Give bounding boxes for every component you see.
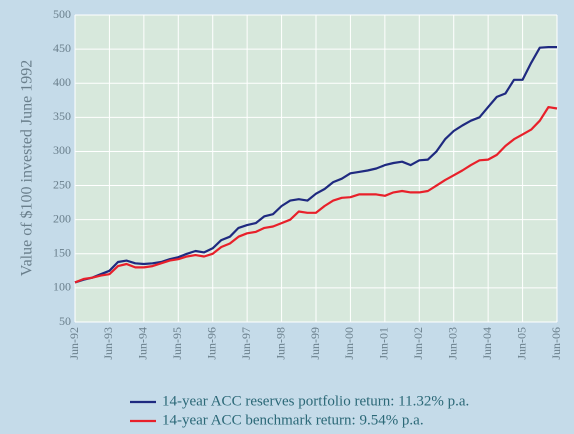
x-tick-label: Jun-00 xyxy=(342,327,356,360)
y-tick-label: 250 xyxy=(53,177,71,191)
x-tick-label: Jun-06 xyxy=(549,327,563,360)
y-tick-label: 500 xyxy=(53,7,71,21)
x-tick-label: Jun-96 xyxy=(204,327,218,360)
legend-label: 14-year ACC benchmark return: 9.54% p.a. xyxy=(162,412,424,428)
y-tick-label: 300 xyxy=(53,143,71,157)
x-tick-label: Jun-92 xyxy=(67,327,81,360)
x-tick-label: Jun-98 xyxy=(273,327,287,360)
x-tick-label: Jun-93 xyxy=(101,327,115,360)
line-series xyxy=(74,46,557,284)
y-tick-label: 350 xyxy=(53,109,71,123)
y-tick-label: 50 xyxy=(59,314,71,328)
x-tick-label: Jun-02 xyxy=(411,327,425,360)
y-tick-label: 100 xyxy=(53,280,71,294)
y-tick-label: 400 xyxy=(53,75,71,89)
y-tick-label: 450 xyxy=(53,41,71,55)
y-tick-label: 200 xyxy=(53,211,71,225)
x-tick-label: Jun-05 xyxy=(514,327,528,360)
y-tick-label: 150 xyxy=(53,246,71,260)
x-tick-label: Jun-04 xyxy=(480,327,494,360)
x-tick-label: Jun-01 xyxy=(377,327,391,360)
x-tick-label: Jun-97 xyxy=(239,327,253,360)
x-tick-label: Jun-94 xyxy=(136,327,150,360)
legend-label: 14-year ACC reserves portfolio return: 1… xyxy=(162,393,469,409)
y-axis-label: Value of $100 invested June 1992 xyxy=(19,60,36,276)
x-tick-label: Jun-03 xyxy=(445,327,459,360)
x-tick-label: Jun-99 xyxy=(308,327,322,360)
line-series xyxy=(74,106,558,284)
x-tick-label: Jun-95 xyxy=(170,327,184,360)
